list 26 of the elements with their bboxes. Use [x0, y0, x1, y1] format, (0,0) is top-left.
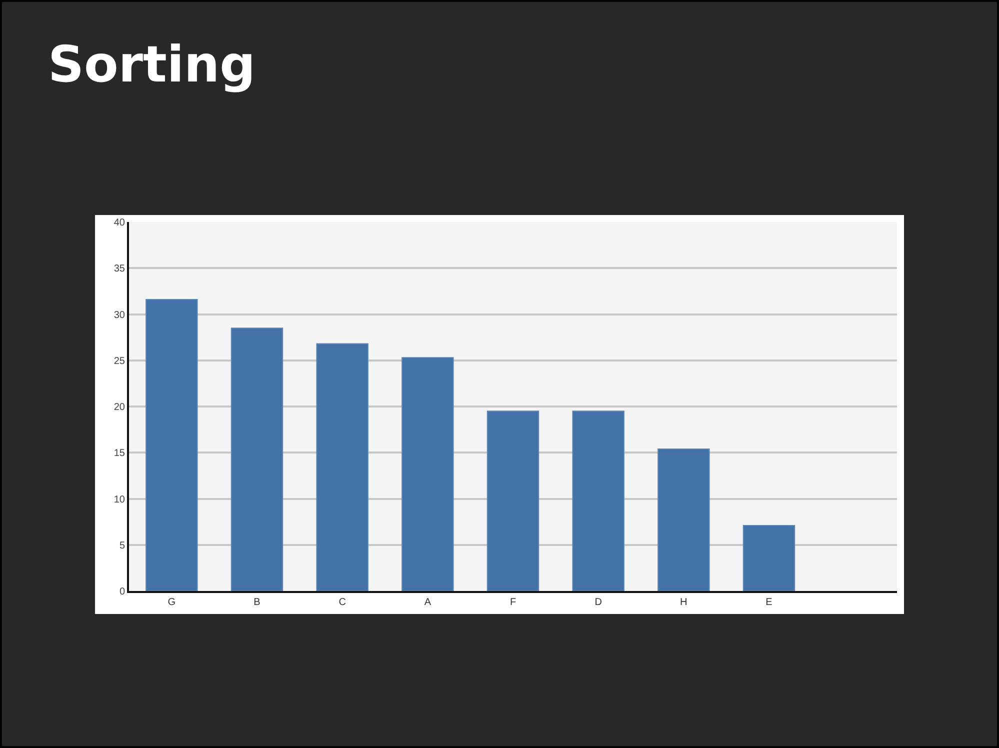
x-tick-label: D [594, 597, 602, 608]
x-tick-label: B [254, 597, 261, 608]
bar [742, 525, 796, 591]
x-tick-label: F [510, 597, 516, 608]
y-tick-label: 20 [114, 402, 126, 413]
y-tick-label: 15 [114, 448, 126, 460]
y-tick-label: 25 [114, 356, 126, 367]
y-tick-label: 30 [114, 310, 126, 321]
x-tick-label: G [168, 597, 176, 608]
x-tick-label: E [766, 597, 773, 608]
bar [658, 448, 710, 591]
bar [230, 328, 284, 591]
x-tick-label: H [680, 597, 688, 608]
y-tick-label: 35 [114, 264, 126, 275]
bar [572, 410, 624, 591]
y-tick-label: 40 [114, 218, 126, 228]
y-tick-label: 5 [119, 540, 126, 552]
bar [146, 298, 198, 591]
bar [316, 343, 368, 591]
y-tick-label: 10 [114, 494, 126, 506]
y-tick-label: 0 [119, 586, 126, 598]
chart-title: Sorting [48, 36, 256, 94]
bar [402, 357, 454, 591]
x-tick-label: C [338, 597, 346, 608]
x-tick-label: A [424, 597, 432, 608]
bar [486, 410, 540, 591]
